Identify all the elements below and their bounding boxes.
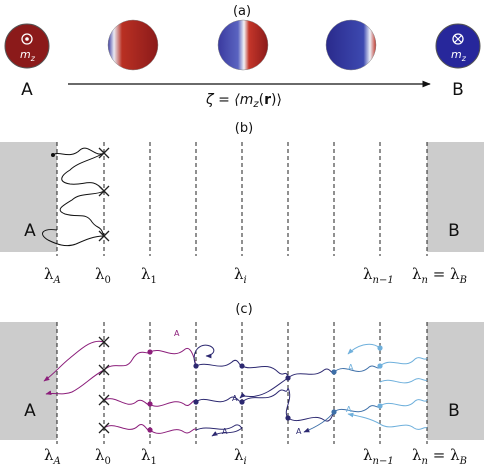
out-of-plane-dot-icon (21, 33, 33, 45)
region-b-block (427, 142, 484, 252)
region-a-block (0, 142, 57, 252)
state-a-label: A (21, 80, 33, 100)
interface-label-lambda-a: λA (44, 265, 61, 286)
return-marker: A (348, 363, 354, 372)
return-marker: A (232, 394, 238, 403)
return-markers-c: A A A A A A (174, 329, 354, 436)
panel-c-label: (c) (235, 302, 252, 317)
trajectories-purple (43, 340, 197, 434)
return-marker: A (174, 329, 180, 338)
region-a-label-c: A (24, 401, 36, 421)
collective-variable-label: ζ = ⟨mz(r)⟩ (205, 92, 282, 110)
return-marker: A (346, 405, 352, 414)
interface-label-lambda-1: λ1 (141, 265, 157, 286)
panel-b-label: (b) (235, 121, 253, 136)
state-a-mz: mz (20, 48, 36, 63)
interface-label-lambda-0: λ0 (95, 265, 111, 286)
trajectories-light-blue (347, 343, 428, 430)
state-b-mz: mz (451, 48, 467, 63)
intermediate-state-1 (107, 19, 159, 71)
trajectories-blue (303, 365, 381, 433)
region-b-label-c: B (448, 401, 460, 421)
crossing-markers-b (98, 147, 110, 242)
interface-label-lambda-i: λi (234, 265, 247, 286)
state-b-label: B (452, 80, 464, 100)
region-b-label: B (448, 221, 460, 241)
trajectories-navy (193, 344, 335, 437)
crossing-markers-c (98, 336, 110, 434)
interface-lines-b (56, 142, 428, 256)
interface-label-lambda-i-c: λi (234, 446, 247, 465)
region-b-block-c (427, 322, 484, 440)
interface-label-lambda-n-c: λn = λB (412, 446, 467, 465)
panel-a-label: (a) (233, 4, 251, 19)
state-b-disc: mz (435, 23, 481, 69)
intermediate-state-2 (217, 19, 269, 71)
into-plane-cross-icon (452, 33, 464, 45)
region-a-block-c (0, 322, 57, 440)
interface-label-lambda-1-c: λ1 (141, 446, 157, 465)
state-a-disc: mz (4, 23, 50, 69)
interface-label-lambda-n: λn = λB (412, 265, 467, 286)
interface-label-lambda-n-1-c: λn−1 (363, 446, 394, 465)
interface-labels-b: λA λ0 λ1 λi λn−1 λn = λB (44, 265, 467, 286)
interface-label-lambda-0-c: λ0 (95, 446, 111, 465)
intermediate-state-3 (325, 19, 377, 71)
interface-label-lambda-a-c: λA (44, 446, 61, 465)
interface-label-lambda-n-1: λn−1 (363, 265, 394, 286)
return-marker: A (222, 427, 228, 436)
interface-labels-c: λA λ0 λ1 λi λn−1 λn = λB (44, 446, 467, 465)
region-a-label: A (24, 221, 36, 241)
return-marker: A (296, 427, 302, 436)
